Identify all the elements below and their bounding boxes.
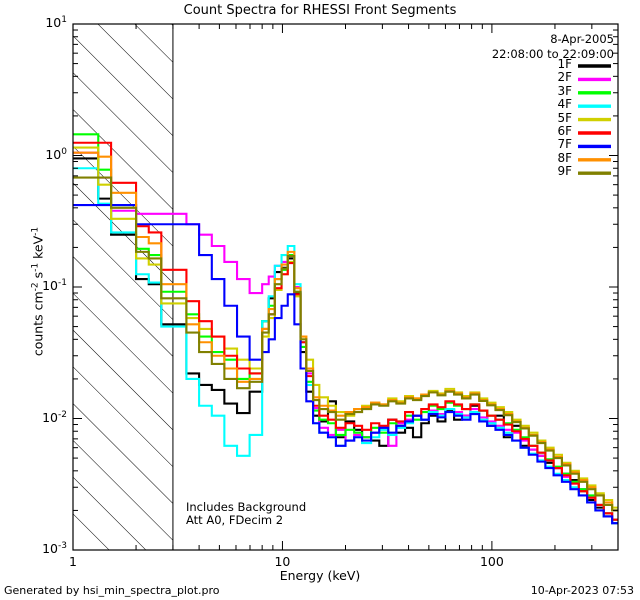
footer-timestamp: 10-Apr-2023 07:53 — [530, 584, 634, 597]
annotation-attenuator-state: Att A0, FDecim 2 — [186, 513, 284, 527]
x-axis-label: Energy (keV) — [279, 568, 361, 583]
page-title: Count Spectra for RHESSI Front Segments — [183, 3, 457, 18]
y-axis-label: counts cm-2 s-1 keV-1 — [30, 226, 46, 357]
attenuator-cutoff-hatch — [73, 24, 174, 550]
x-tick-label: 100 — [479, 554, 504, 569]
annotation-includes-background: Includes Background — [186, 500, 307, 514]
legend-item-9F: 9F — [557, 164, 572, 179]
spectra-curves — [73, 133, 618, 525]
legend-swatches — [578, 64, 611, 175]
annotation-date: 8-Apr-2005 — [550, 32, 614, 46]
legend-item-5F: 5F — [557, 110, 572, 125]
legend-item-3F: 3F — [557, 83, 572, 98]
x-tick-label: 10 — [274, 554, 291, 569]
legend-item-2F: 2F — [557, 70, 572, 85]
legend-item-6F: 6F — [557, 124, 572, 138]
legend-item-7F: 7F — [557, 137, 572, 152]
footer-generator: Generated by hsi_min_spectra_plot.pro — [4, 584, 220, 597]
y-tick-label: 100 — [45, 146, 67, 162]
legend-item-1F: 1F — [557, 57, 572, 71]
y-tick-label: 10-3 — [42, 540, 67, 556]
x-tick-label: 1 — [69, 554, 77, 569]
axis-frame — [72, 23, 619, 551]
y-tick-label: 10-2 — [42, 409, 67, 425]
legend-item-4F: 4F — [557, 97, 572, 112]
legend-item-8F: 8F — [557, 150, 572, 165]
y-tick-label: 101 — [45, 14, 67, 30]
y-tick-label: 10-1 — [42, 277, 67, 293]
annotation-time-range: 22:08:00 to 22:09:00 — [491, 47, 614, 61]
